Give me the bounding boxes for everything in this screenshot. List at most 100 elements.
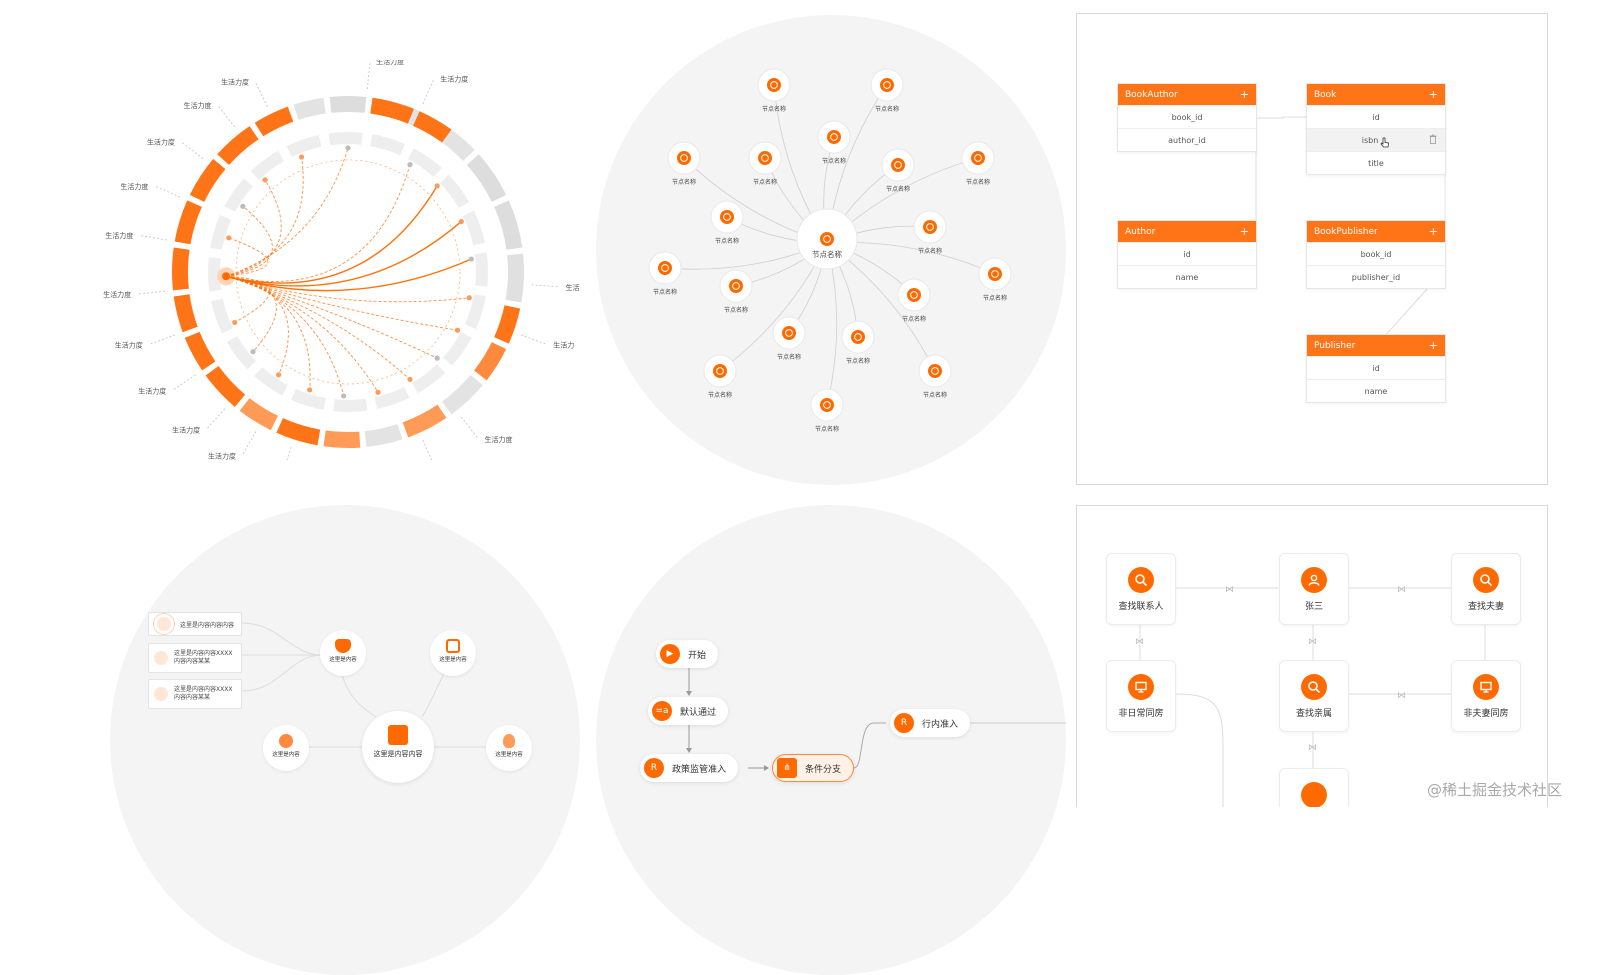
er-field-row[interactable]: title (1307, 151, 1445, 174)
mindmap-circle-node[interactable]: 这里是内容 (320, 630, 366, 676)
flow-node-label: 开始 (688, 650, 707, 661)
chord-outer-segment[interactable] (370, 97, 414, 124)
chord-link (225, 275, 311, 390)
radial-node-label: 节点名称 (762, 105, 786, 113)
chord-outer-segment[interactable] (494, 305, 521, 344)
node-target-icon-ring (761, 154, 769, 162)
chord-label-leader (137, 290, 166, 295)
add-field-icon[interactable]: + (1239, 88, 1249, 101)
radial-node-label: 节点名称 (815, 425, 839, 433)
relation-node-zhangsan[interactable]: 张三 (1279, 553, 1349, 625)
chord-outer-segment[interactable] (323, 430, 361, 448)
chord-label-leader (531, 284, 560, 288)
chord-outer-segment[interactable] (505, 253, 524, 303)
er-table-bookauthor[interactable]: BookAuthor + book_id author_id (1117, 83, 1257, 152)
chord-outer-segment[interactable] (172, 247, 190, 291)
chord-label: 生活力度 (147, 137, 175, 146)
er-field-row[interactable]: publisher_id (1307, 265, 1445, 288)
er-table-header[interactable]: BookAuthor + (1118, 84, 1256, 105)
chord-label: 生活力度 (103, 290, 131, 299)
er-table-book[interactable]: Book + id isbn title (1306, 83, 1446, 175)
chord-outer-segment[interactable] (239, 398, 278, 431)
er-field-row[interactable]: name (1307, 379, 1445, 402)
mindmap-edges (241, 622, 488, 748)
mindmap-circle-node[interactable]: 这里是内容 (486, 725, 532, 771)
er-table-bookpublisher[interactable]: BookPublisher + book_id publisher_id (1306, 220, 1446, 289)
chord-outer-segment[interactable] (217, 126, 259, 165)
mindmap-circle-node[interactable]: 这里是内容 (263, 725, 309, 771)
add-field-icon[interactable]: + (1428, 88, 1438, 101)
chord-outer-segment[interactable] (402, 404, 447, 438)
branch-icon: ⋔ (777, 758, 797, 778)
node-target-icon (928, 364, 942, 378)
relation-node-find-spouse[interactable]: 查找夫妻 (1451, 553, 1521, 625)
radial-node-label: 节点名称 (923, 391, 947, 399)
chord-outer-segment[interactable] (442, 374, 483, 415)
chord-outer-segment[interactable] (174, 200, 202, 245)
chord-link (226, 275, 271, 323)
mindmap-center-node[interactable]: 这里是内容内容 (362, 711, 434, 783)
relation-node-non-spouse[interactable]: 非夫妻同房 (1451, 660, 1521, 732)
chord-source-dot (222, 272, 231, 281)
er-field-row[interactable]: author_id (1118, 128, 1256, 151)
mindmap-item[interactable]: 这里是内容内容内容 (148, 612, 242, 636)
relation-node-label: 非日常同房 (1118, 709, 1164, 719)
chord-link (225, 275, 438, 359)
flow-node-branch[interactable]: ⋔ 条件分支 (772, 754, 855, 782)
add-field-icon[interactable]: + (1239, 225, 1249, 238)
radial-node-label: 节点名称 (875, 105, 899, 113)
chord-outer-segment[interactable] (189, 158, 226, 202)
er-field-row[interactable]: name (1118, 265, 1256, 288)
relation-node-find-relative[interactable]: 查找亲属 (1279, 660, 1349, 732)
chord-outer-segment[interactable] (466, 154, 507, 202)
svg-text:⋈: ⋈ (1135, 637, 1144, 647)
er-field-row[interactable]: id (1307, 356, 1445, 379)
add-field-icon[interactable]: + (1428, 225, 1438, 238)
er-field-row[interactable]: id (1118, 242, 1256, 265)
chord-outer-segment[interactable] (293, 97, 326, 120)
chord-outer-segment[interactable] (329, 96, 367, 113)
er-table-header[interactable]: BookPublisher + (1307, 221, 1445, 242)
chord-outer-segment[interactable] (254, 106, 294, 137)
er-table-author[interactable]: Author + id name (1117, 220, 1257, 289)
trash-icon[interactable] (1429, 134, 1437, 144)
chord-target-dot (466, 295, 472, 301)
er-table-header[interactable]: Publisher + (1307, 335, 1445, 356)
er-table-header[interactable]: Book + (1307, 84, 1445, 105)
chord-inner-segment (374, 387, 410, 409)
er-field-row[interactable]: id (1307, 105, 1445, 128)
node-target-icon (851, 330, 865, 344)
node-target-icon (820, 232, 834, 246)
er-field-row[interactable]: book_id (1118, 105, 1256, 128)
er-table-publisher[interactable]: Publisher + id name (1306, 334, 1446, 403)
chord-outer-segment[interactable] (474, 342, 507, 381)
chord-label: 生活力度 (208, 452, 236, 460)
flow-node-inbank[interactable]: R 行内准入 (890, 709, 971, 737)
chord-outer-segment[interactable] (205, 366, 246, 407)
chord-outer-segment[interactable] (173, 294, 198, 333)
mindmap-item[interactable]: 这里是内容内容XXXX内容内容某某 (148, 643, 242, 673)
add-field-icon[interactable]: + (1428, 339, 1438, 352)
flow-node-policy[interactable]: R 政策监管准入 (640, 754, 739, 782)
chord-inner-segment (408, 148, 442, 177)
flow-node-default-pass[interactable]: =a 默认通过 (648, 697, 729, 725)
chord-label-leader (180, 141, 204, 160)
chord-outer-segment[interactable] (413, 111, 452, 143)
chord-label: 生活力度 (120, 182, 148, 191)
er-field-row[interactable]: book_id (1307, 242, 1445, 265)
er-table-header[interactable]: Author + (1118, 221, 1256, 242)
radial-graph: 节点名称 节点名称节点名称节点名称节点名称节点名称节点名称节点名称节点名称节点名称… (648, 68, 1012, 433)
chord-outer-segment[interactable] (184, 331, 216, 371)
mindmap-circle-label: 这里是内容 (329, 657, 357, 663)
chord-outer-segment[interactable] (494, 200, 523, 250)
relation-node-partial[interactable] (1279, 768, 1349, 807)
chord-link (225, 275, 379, 393)
er-field-row-hovered[interactable]: isbn (1307, 128, 1445, 151)
chord-outer-segment[interactable] (364, 424, 403, 448)
relation-node-find-contact[interactable]: 查找联系人 (1106, 553, 1176, 625)
relation-node-non-daily[interactable]: 非日常同房 (1106, 660, 1176, 732)
flow-node-start[interactable]: ▶ 开始 (656, 640, 719, 668)
chord-outer-segment[interactable] (276, 418, 321, 446)
mindmap-item[interactable]: 这里是内容内容XXXX内容内容某某 (148, 679, 242, 709)
mindmap-circle-node[interactable]: 这里是内容 (430, 630, 476, 676)
